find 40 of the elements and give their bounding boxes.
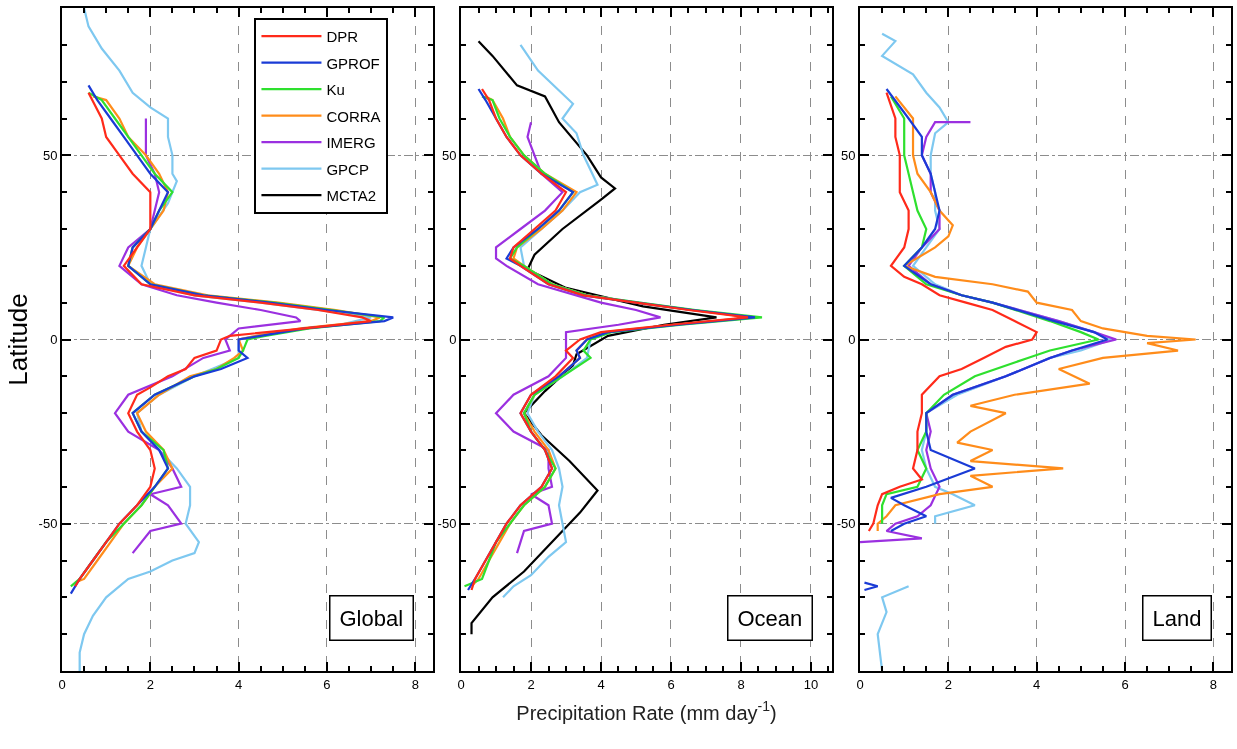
x-tick-label: 4 [597, 676, 605, 692]
legend-label: DPR [326, 28, 359, 46]
x-tick-label: 2 [527, 676, 535, 692]
line-series [881, 95, 1100, 525]
y-tick-label: 0 [449, 332, 457, 348]
y-tick-label: 50 [42, 147, 58, 163]
annotation: Global [339, 605, 404, 631]
legend-label: Ku [326, 81, 345, 99]
y-tick-label: -50 [437, 516, 457, 532]
legend-label: MCTA2 [326, 187, 377, 205]
y-tick-label: 50 [441, 147, 457, 163]
x-tick-label: 6 [323, 676, 331, 692]
annotation: Land [1152, 605, 1202, 631]
x-tick-label: 6 [667, 676, 675, 692]
line-series [470, 40, 718, 636]
line-series [113, 117, 302, 555]
x-tick-label: 10 [803, 676, 819, 692]
x-tick-label: 8 [411, 676, 419, 692]
y-tick-label: -50 [38, 516, 58, 532]
x-tick-label: 4 [235, 676, 243, 692]
x-tick-label: 4 [1033, 676, 1041, 692]
line-series [494, 121, 662, 555]
x-tick-label: 8 [737, 676, 745, 692]
y-tick-label: -50 [836, 516, 856, 532]
x-tick-label: 8 [1209, 676, 1217, 692]
x-tick-label: 6 [1121, 676, 1129, 692]
x-tick-label: 2 [944, 676, 952, 692]
legend-label: GPROF [326, 54, 380, 72]
legend-label: CORRA [326, 107, 381, 125]
x-axis-title: Precipitation Rate (mm day$^{-1}$) [516, 698, 777, 724]
line-series [876, 95, 1197, 533]
y-tick-label: 50 [840, 147, 856, 163]
line-series [867, 91, 1038, 533]
x-tick-label: 2 [146, 676, 154, 692]
y-tick-label: 0 [848, 332, 856, 348]
y-tick-label: 0 [50, 332, 58, 348]
legend-label: GPCP [326, 160, 369, 178]
annotation: Ocean [737, 605, 803, 631]
y-axis-title: Latitude [2, 293, 33, 386]
legend-label: IMERG [326, 134, 376, 152]
